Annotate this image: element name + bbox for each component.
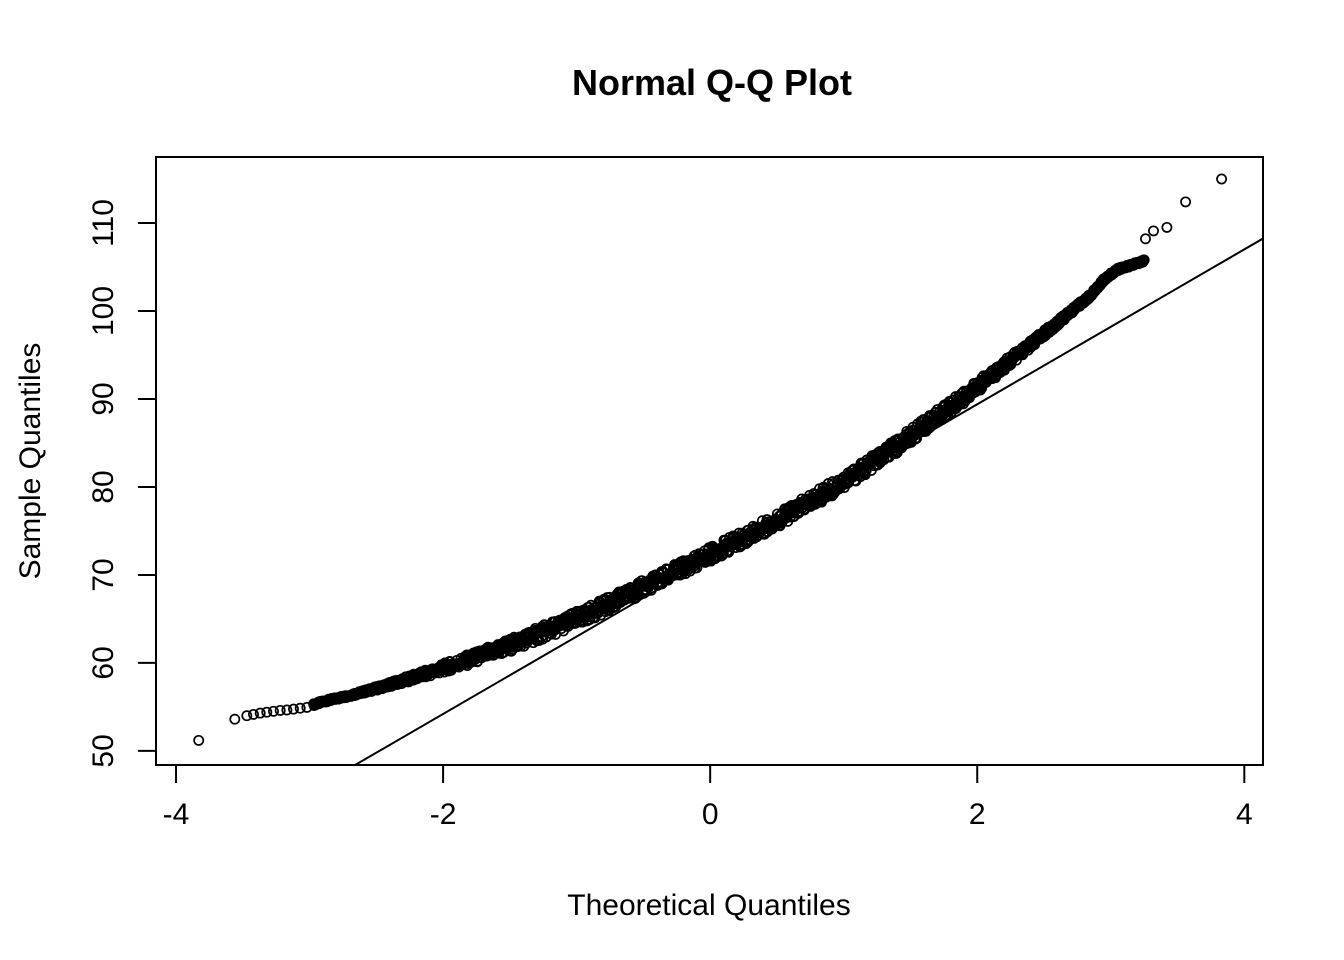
data-point-upper-tail — [1161, 221, 1173, 233]
y-axis-tick-label: 70 — [87, 558, 120, 591]
data-point-lower-tail — [241, 710, 253, 722]
plot-layer: -4 -2 0 2 4 50 60 70 80 90 100 110 — [87, 156, 1264, 831]
y-axis-label: Sample Quantiles — [14, 343, 47, 580]
x-axis-tick-label: 0 — [702, 798, 719, 831]
data-point-upper-tail — [1216, 173, 1228, 185]
y-axis-tick-label: 100 — [87, 286, 120, 336]
y-axis-tick-label: 50 — [87, 734, 120, 767]
y-axis-tick-label: 60 — [87, 646, 120, 679]
data-point-lower-tail — [268, 705, 279, 717]
data-point-lower-tail — [248, 708, 259, 720]
y-axis-tick-label: 110 — [87, 199, 120, 247]
data-point-lower-tail — [288, 703, 299, 715]
x-axis-tick-label: 4 — [1236, 798, 1253, 831]
data-point-lower-tail — [254, 707, 266, 719]
x-axis-tick-label: -2 — [430, 798, 457, 831]
data-point-lower-tail — [301, 701, 313, 713]
x-axis-tick-label: -4 — [163, 798, 190, 831]
data-point-upper-tail — [1140, 233, 1151, 245]
data-point-lower-tail — [294, 702, 306, 714]
data-points — [193, 173, 1228, 746]
data-point-lower-tail — [261, 706, 273, 718]
data-point-upper-tail — [1148, 225, 1159, 237]
data-point — [1138, 254, 1150, 266]
data-point-upper-tail — [1125, 258, 1137, 270]
data-point-upper-tail — [1180, 196, 1192, 208]
y-axis-tick-label: 90 — [87, 382, 120, 415]
data-point-lower-tail — [274, 704, 286, 716]
data-point-upper-tail — [1137, 256, 1149, 268]
x-axis-tick-label: 2 — [969, 798, 986, 831]
data-point-lower-tail — [229, 713, 241, 725]
chart-title: Normal Q-Q Plot — [572, 62, 852, 103]
data-point-lower-tail — [193, 734, 205, 746]
x-axis-label: Theoretical Quantiles — [567, 889, 850, 922]
y-axis-tick-label: 80 — [87, 470, 120, 503]
data-point-lower-tail — [281, 704, 293, 716]
